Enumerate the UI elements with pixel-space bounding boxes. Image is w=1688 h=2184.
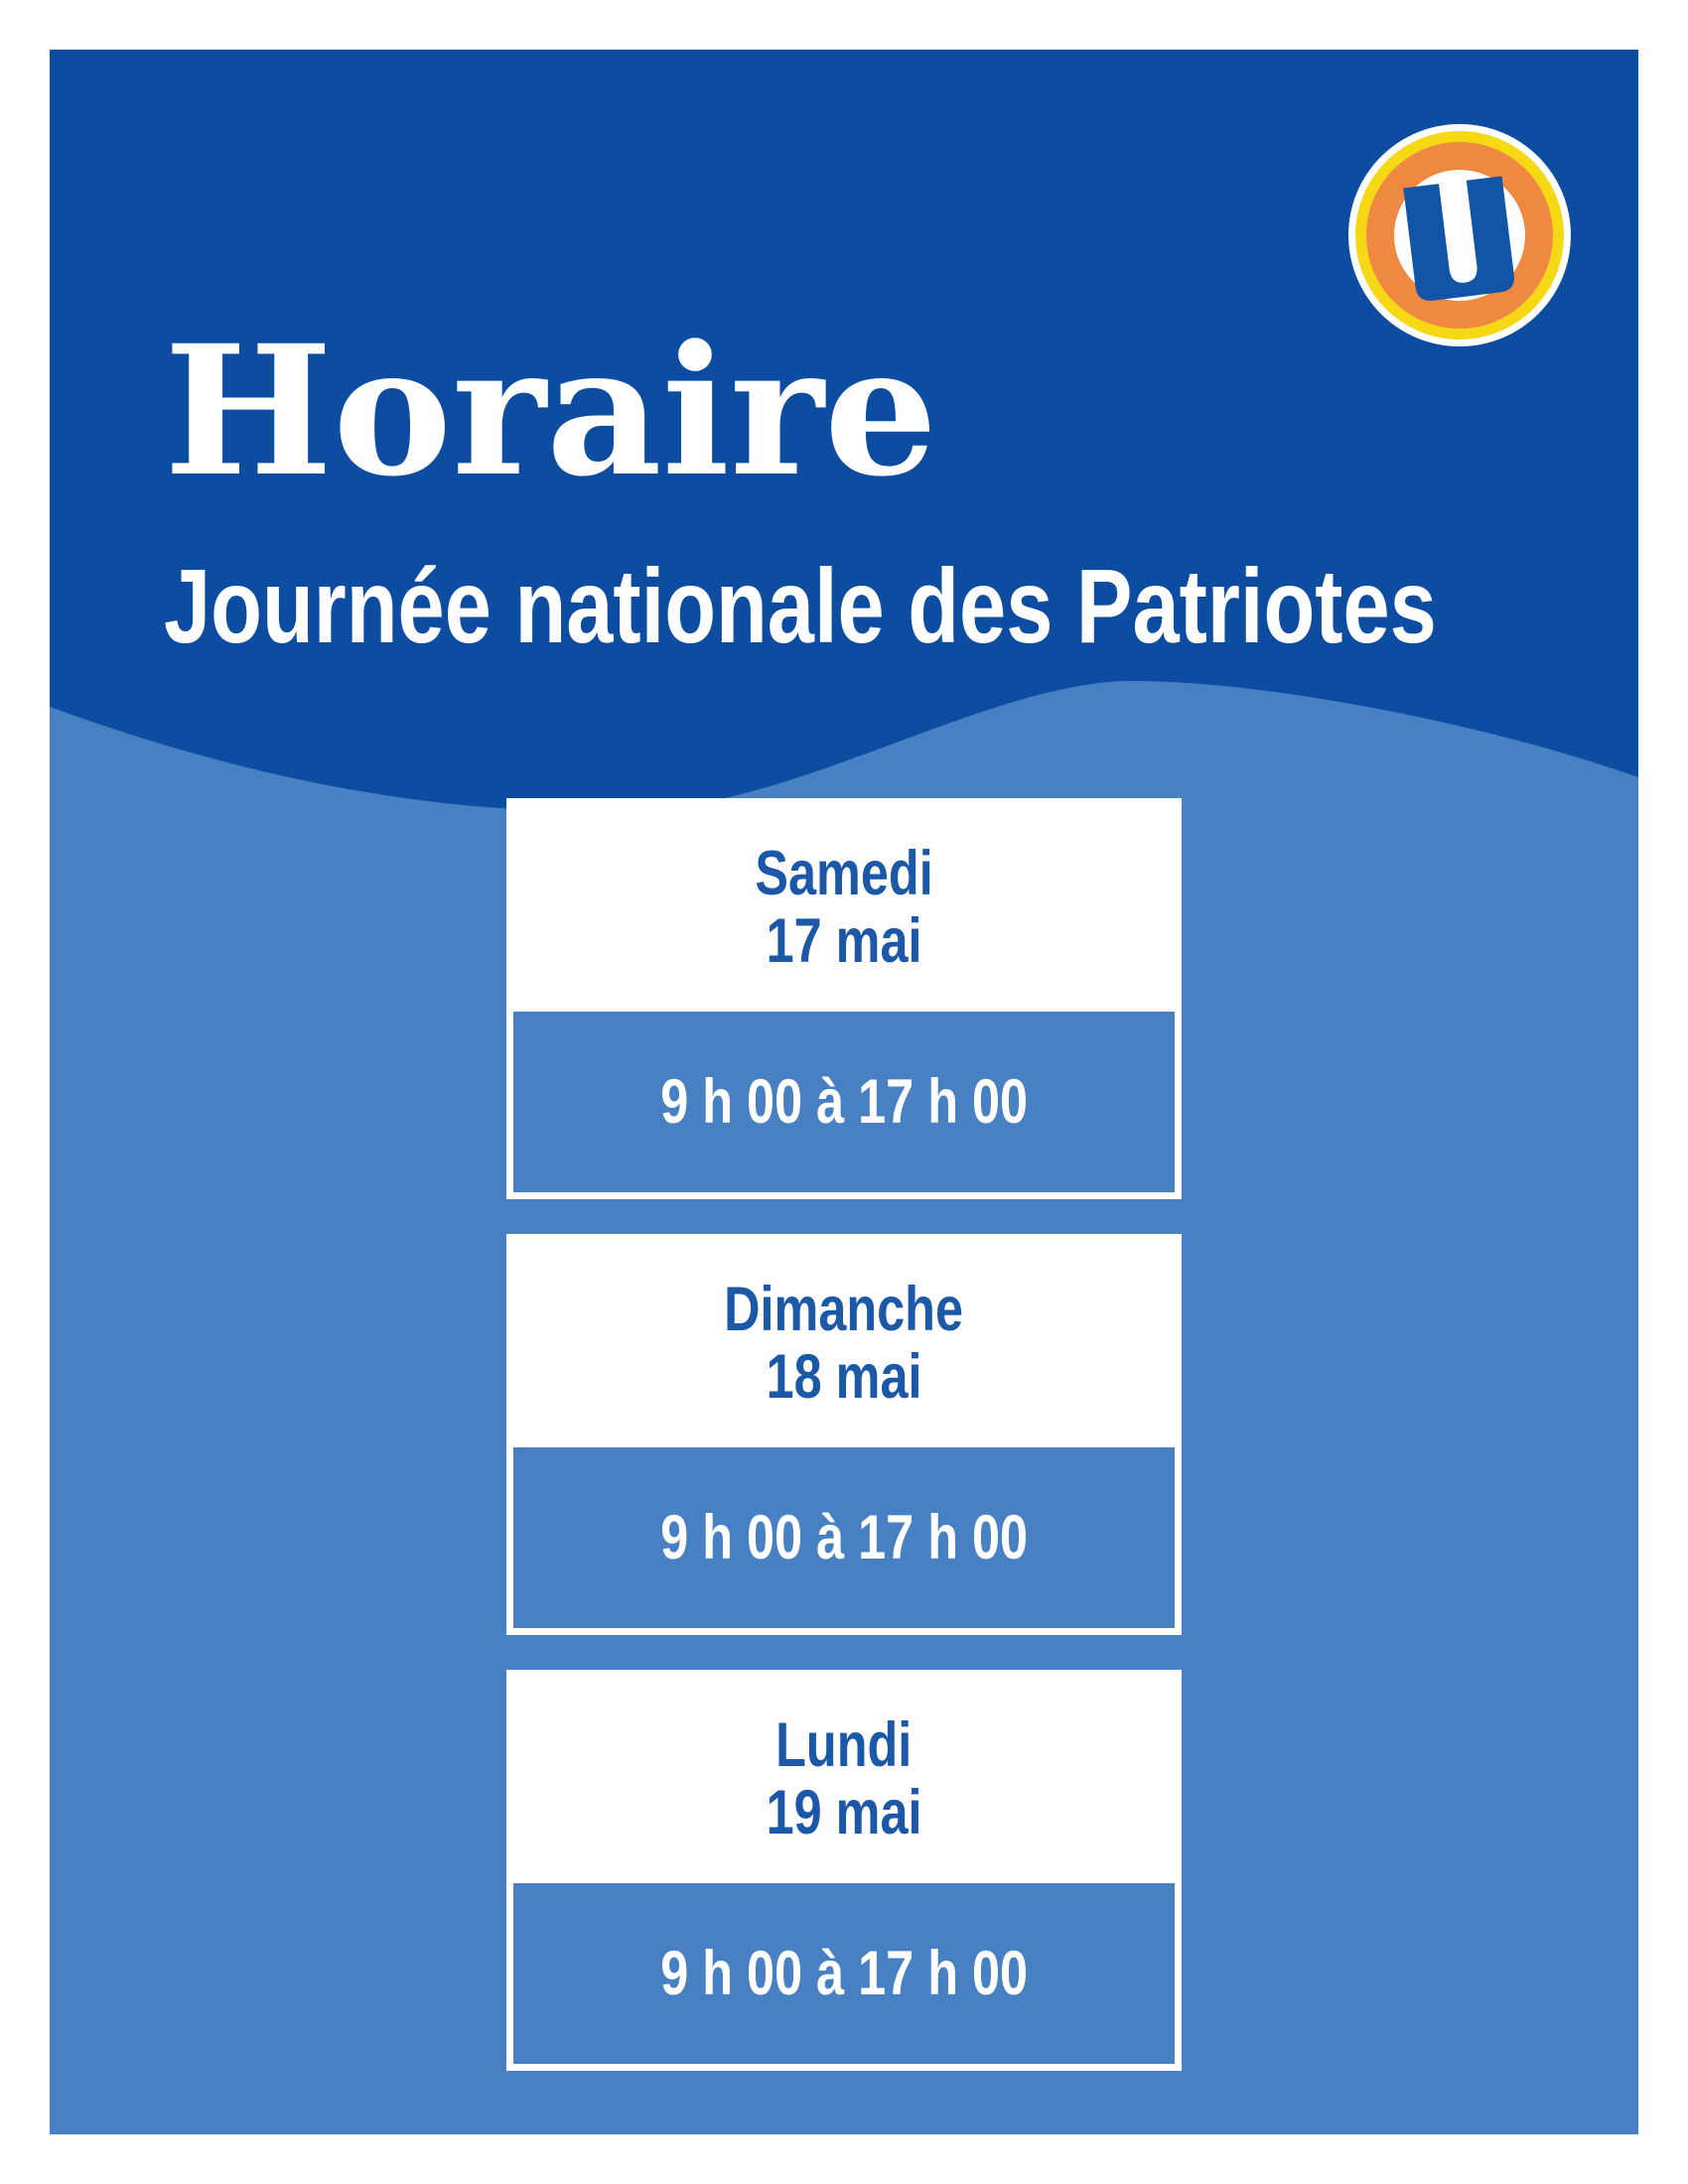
day-header: Lundi 19 mai [513,1670,1175,1883]
hours-box: 9 h 00 à 17 h 00 [513,1012,1175,1192]
schedule-card-saturday: Samedi 17 mai 9 h 00 à 17 h 00 [506,798,1182,1199]
hours-text: 9 h 00 à 17 h 00 [660,1939,1028,2008]
day-name: Samedi [755,839,933,908]
hours-text: 9 h 00 à 17 h 00 [660,1067,1028,1137]
logo-u-letter [1403,176,1514,301]
day-date: 17 mai [766,906,922,976]
poster-title: Horaire [164,307,938,516]
u-logo-icon [1348,124,1571,346]
hours-box: 9 h 00 à 17 h 00 [513,1447,1175,1628]
day-header: Dimanche 18 mai [513,1234,1175,1447]
hours-box: 9 h 00 à 17 h 00 [513,1883,1175,2064]
hours-text: 9 h 00 à 17 h 00 [660,1503,1028,1572]
poster-panel: Horaire Journée nationale des Patriotes … [50,50,1638,2134]
day-header: Samedi 17 mai [513,798,1175,1012]
day-name: Lundi [775,1710,913,1780]
schedule-card-sunday: Dimanche 18 mai 9 h 00 à 17 h 00 [506,1234,1182,1635]
day-date: 19 mai [766,1778,922,1847]
schedule-card-monday: Lundi 19 mai 9 h 00 à 17 h 00 [506,1670,1182,2071]
day-name: Dimanche [724,1275,964,1344]
poster-subtitle: Journée nationale des Patriotes [164,548,1437,665]
brand-logo [1348,124,1571,346]
day-date: 18 mai [766,1342,922,1412]
